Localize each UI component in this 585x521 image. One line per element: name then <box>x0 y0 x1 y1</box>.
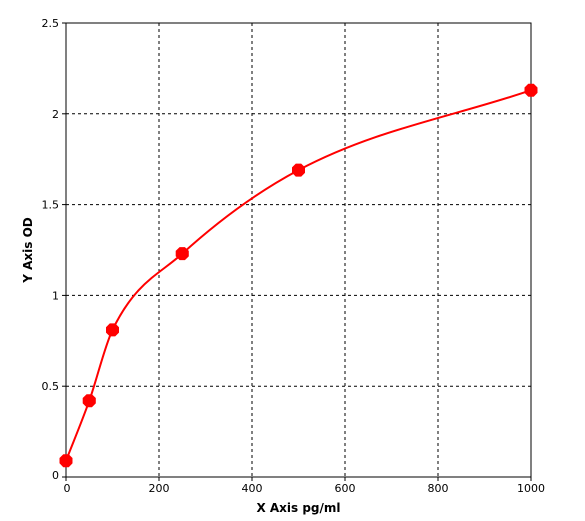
y-tick-label: 0 <box>52 469 59 482</box>
x-axis-label: X Axis pg/ml <box>256 501 340 515</box>
x-tick-label: 0 <box>64 482 71 495</box>
x-tick-label: 200 <box>149 482 170 495</box>
grid-lines <box>66 23 531 477</box>
data-point <box>524 83 538 97</box>
data-point <box>106 323 119 337</box>
data-point <box>175 247 189 261</box>
x-tick-label: 600 <box>335 482 356 495</box>
y-tick-label: 2 <box>52 108 59 121</box>
y-tick-label: 0.5 <box>42 380 60 393</box>
y-axis-label: Y Axis OD <box>21 217 35 284</box>
y-tick-label: 1.5 <box>42 199 60 212</box>
data-point <box>59 454 73 468</box>
y-tick-label: 2.5 <box>42 17 60 30</box>
data-point <box>82 394 96 408</box>
fit-curve <box>65 89 532 462</box>
plot-area <box>65 22 532 478</box>
x-tick-label: 1000 <box>517 482 545 495</box>
y-tick-label: 1 <box>52 289 59 302</box>
data-point <box>292 163 305 177</box>
x-tick-label: 800 <box>428 482 449 495</box>
x-tick-label: 400 <box>242 482 263 495</box>
